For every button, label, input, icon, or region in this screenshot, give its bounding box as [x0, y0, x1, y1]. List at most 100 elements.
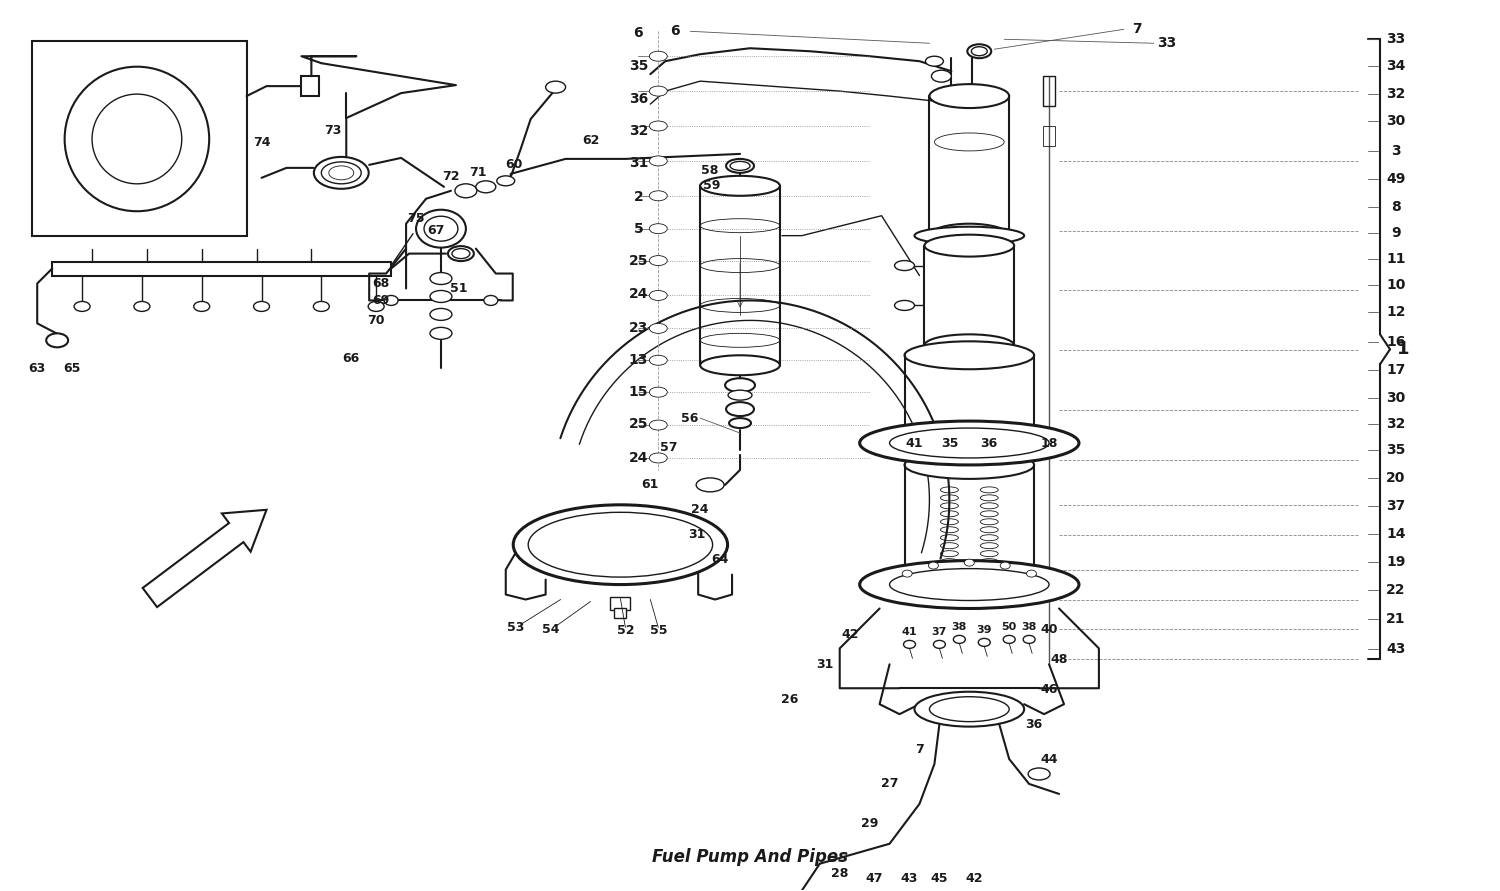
Ellipse shape — [954, 635, 966, 643]
Text: 53: 53 — [507, 621, 525, 634]
Ellipse shape — [904, 560, 1034, 589]
Text: 5: 5 — [633, 222, 644, 236]
Ellipse shape — [454, 184, 477, 198]
Text: 36: 36 — [981, 437, 998, 449]
Text: Fuel Pump And Pipes: Fuel Pump And Pipes — [652, 847, 847, 866]
Ellipse shape — [894, 260, 915, 271]
Text: 68: 68 — [372, 277, 390, 290]
Text: 36: 36 — [628, 92, 648, 106]
Ellipse shape — [314, 157, 369, 189]
Text: 54: 54 — [542, 623, 560, 636]
Ellipse shape — [650, 52, 668, 61]
Text: 63: 63 — [28, 362, 46, 375]
Ellipse shape — [964, 560, 975, 566]
Text: 61: 61 — [642, 478, 658, 491]
Text: 43: 43 — [902, 872, 918, 885]
Text: 28: 28 — [831, 867, 849, 880]
Ellipse shape — [430, 327, 451, 339]
Ellipse shape — [476, 181, 496, 192]
Text: 21: 21 — [1386, 612, 1406, 626]
Ellipse shape — [430, 290, 451, 302]
Text: 41: 41 — [906, 437, 922, 449]
Ellipse shape — [650, 191, 668, 200]
Ellipse shape — [368, 301, 384, 312]
Text: 14: 14 — [1386, 527, 1406, 541]
Text: 71: 71 — [470, 167, 486, 179]
Ellipse shape — [933, 641, 945, 649]
Text: 30: 30 — [1386, 114, 1406, 128]
Text: 46: 46 — [1041, 683, 1058, 696]
Ellipse shape — [700, 356, 780, 375]
Text: 22: 22 — [1386, 583, 1406, 597]
Text: 66: 66 — [342, 352, 360, 364]
Ellipse shape — [890, 568, 1048, 601]
Ellipse shape — [928, 562, 939, 569]
Ellipse shape — [430, 308, 451, 321]
Ellipse shape — [730, 161, 750, 170]
Text: 9: 9 — [1390, 225, 1401, 240]
Ellipse shape — [696, 478, 724, 492]
Text: 32: 32 — [1386, 87, 1406, 101]
Ellipse shape — [924, 234, 1014, 257]
Text: 13: 13 — [628, 353, 648, 367]
Ellipse shape — [424, 217, 458, 241]
Text: 33: 33 — [1386, 32, 1406, 46]
Ellipse shape — [430, 273, 451, 284]
Text: 34: 34 — [1386, 59, 1406, 73]
Text: 56: 56 — [681, 412, 699, 425]
Ellipse shape — [328, 166, 354, 180]
Bar — [302, 76, 320, 96]
Ellipse shape — [894, 300, 915, 310]
Text: 51: 51 — [450, 282, 468, 295]
Text: 75: 75 — [408, 212, 424, 225]
Text: 37: 37 — [1386, 499, 1406, 513]
Ellipse shape — [926, 56, 944, 66]
Bar — [32, 41, 246, 235]
Text: 58: 58 — [702, 164, 718, 177]
Ellipse shape — [972, 46, 987, 56]
Text: 31: 31 — [688, 528, 706, 541]
Ellipse shape — [915, 425, 1024, 445]
Text: 62: 62 — [582, 135, 598, 147]
Ellipse shape — [930, 224, 1010, 248]
Text: 25: 25 — [628, 254, 648, 267]
Ellipse shape — [650, 323, 668, 333]
Ellipse shape — [194, 301, 210, 312]
Ellipse shape — [448, 246, 474, 261]
Bar — [1042, 76, 1054, 106]
Ellipse shape — [700, 176, 780, 196]
Ellipse shape — [968, 45, 992, 58]
Ellipse shape — [384, 296, 398, 306]
Text: 24: 24 — [628, 288, 648, 301]
Ellipse shape — [924, 334, 1014, 356]
Text: 35: 35 — [940, 437, 958, 449]
Text: 38: 38 — [1022, 623, 1036, 633]
Ellipse shape — [930, 84, 1010, 108]
Ellipse shape — [484, 296, 498, 306]
Ellipse shape — [650, 453, 668, 463]
Ellipse shape — [728, 390, 752, 400]
Text: 52: 52 — [616, 624, 634, 637]
Text: 44: 44 — [1041, 753, 1058, 765]
Ellipse shape — [513, 505, 728, 584]
Text: 35: 35 — [628, 59, 648, 73]
Text: 36: 36 — [1026, 717, 1042, 731]
Ellipse shape — [915, 691, 1024, 727]
Text: 48: 48 — [1050, 653, 1068, 666]
Ellipse shape — [726, 159, 754, 173]
Text: 73: 73 — [324, 125, 342, 137]
Text: 49: 49 — [1386, 172, 1406, 186]
Text: 2: 2 — [633, 190, 644, 204]
Ellipse shape — [904, 451, 1034, 478]
Ellipse shape — [650, 121, 668, 131]
Text: 3: 3 — [1390, 144, 1401, 158]
Text: 30: 30 — [1386, 391, 1406, 405]
Text: 10: 10 — [1386, 277, 1406, 291]
Text: 19: 19 — [1386, 554, 1406, 568]
Ellipse shape — [1028, 768, 1050, 780]
Ellipse shape — [902, 570, 912, 577]
Ellipse shape — [1023, 635, 1035, 643]
Ellipse shape — [724, 378, 754, 392]
Text: 6: 6 — [633, 27, 644, 40]
Ellipse shape — [528, 512, 712, 577]
